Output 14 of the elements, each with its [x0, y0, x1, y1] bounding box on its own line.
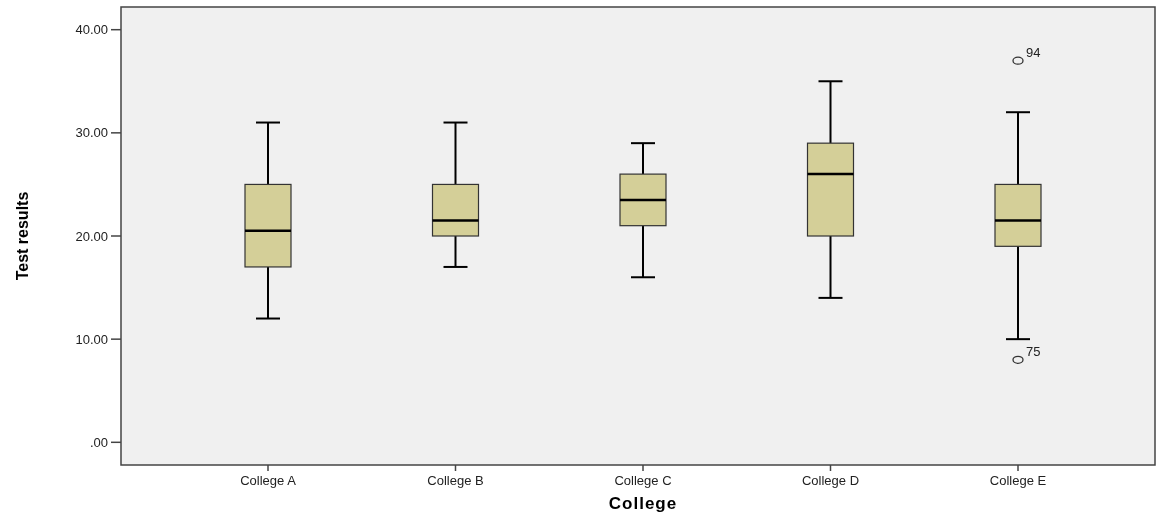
x-tick-label: College B — [427, 473, 484, 488]
x-tick-label: College C — [614, 473, 672, 488]
y-tick-label: .00 — [89, 434, 108, 450]
y-axis-title: Test results — [14, 191, 31, 281]
x-tick-label: College E — [989, 473, 1047, 488]
y-tick-label: 30.00 — [75, 125, 108, 141]
x-tick-label: College D — [801, 473, 860, 488]
y-tick-label: 20.00 — [75, 228, 108, 244]
y-tick-label: 10.00 — [75, 331, 108, 347]
annotation: 94 — [1026, 44, 1041, 60]
x-tick-label: College A — [240, 473, 297, 488]
annotation: 75 — [1026, 343, 1041, 359]
x-axis-title: College — [608, 494, 678, 513]
y-tick-label: 40.00 — [75, 22, 108, 38]
